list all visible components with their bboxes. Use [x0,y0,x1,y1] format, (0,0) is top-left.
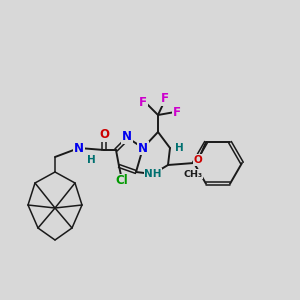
Text: F: F [161,92,169,106]
Text: F: F [139,95,147,109]
Text: Cl: Cl [116,175,128,188]
Text: H: H [87,155,95,165]
Text: H: H [175,143,183,153]
Text: F: F [173,106,181,118]
Text: N: N [138,142,148,154]
Text: CH₃: CH₃ [183,170,202,179]
Text: O: O [194,155,202,165]
Text: NH: NH [144,169,162,179]
Text: N: N [122,130,132,143]
Text: N: N [74,142,84,154]
Text: O: O [99,128,109,142]
